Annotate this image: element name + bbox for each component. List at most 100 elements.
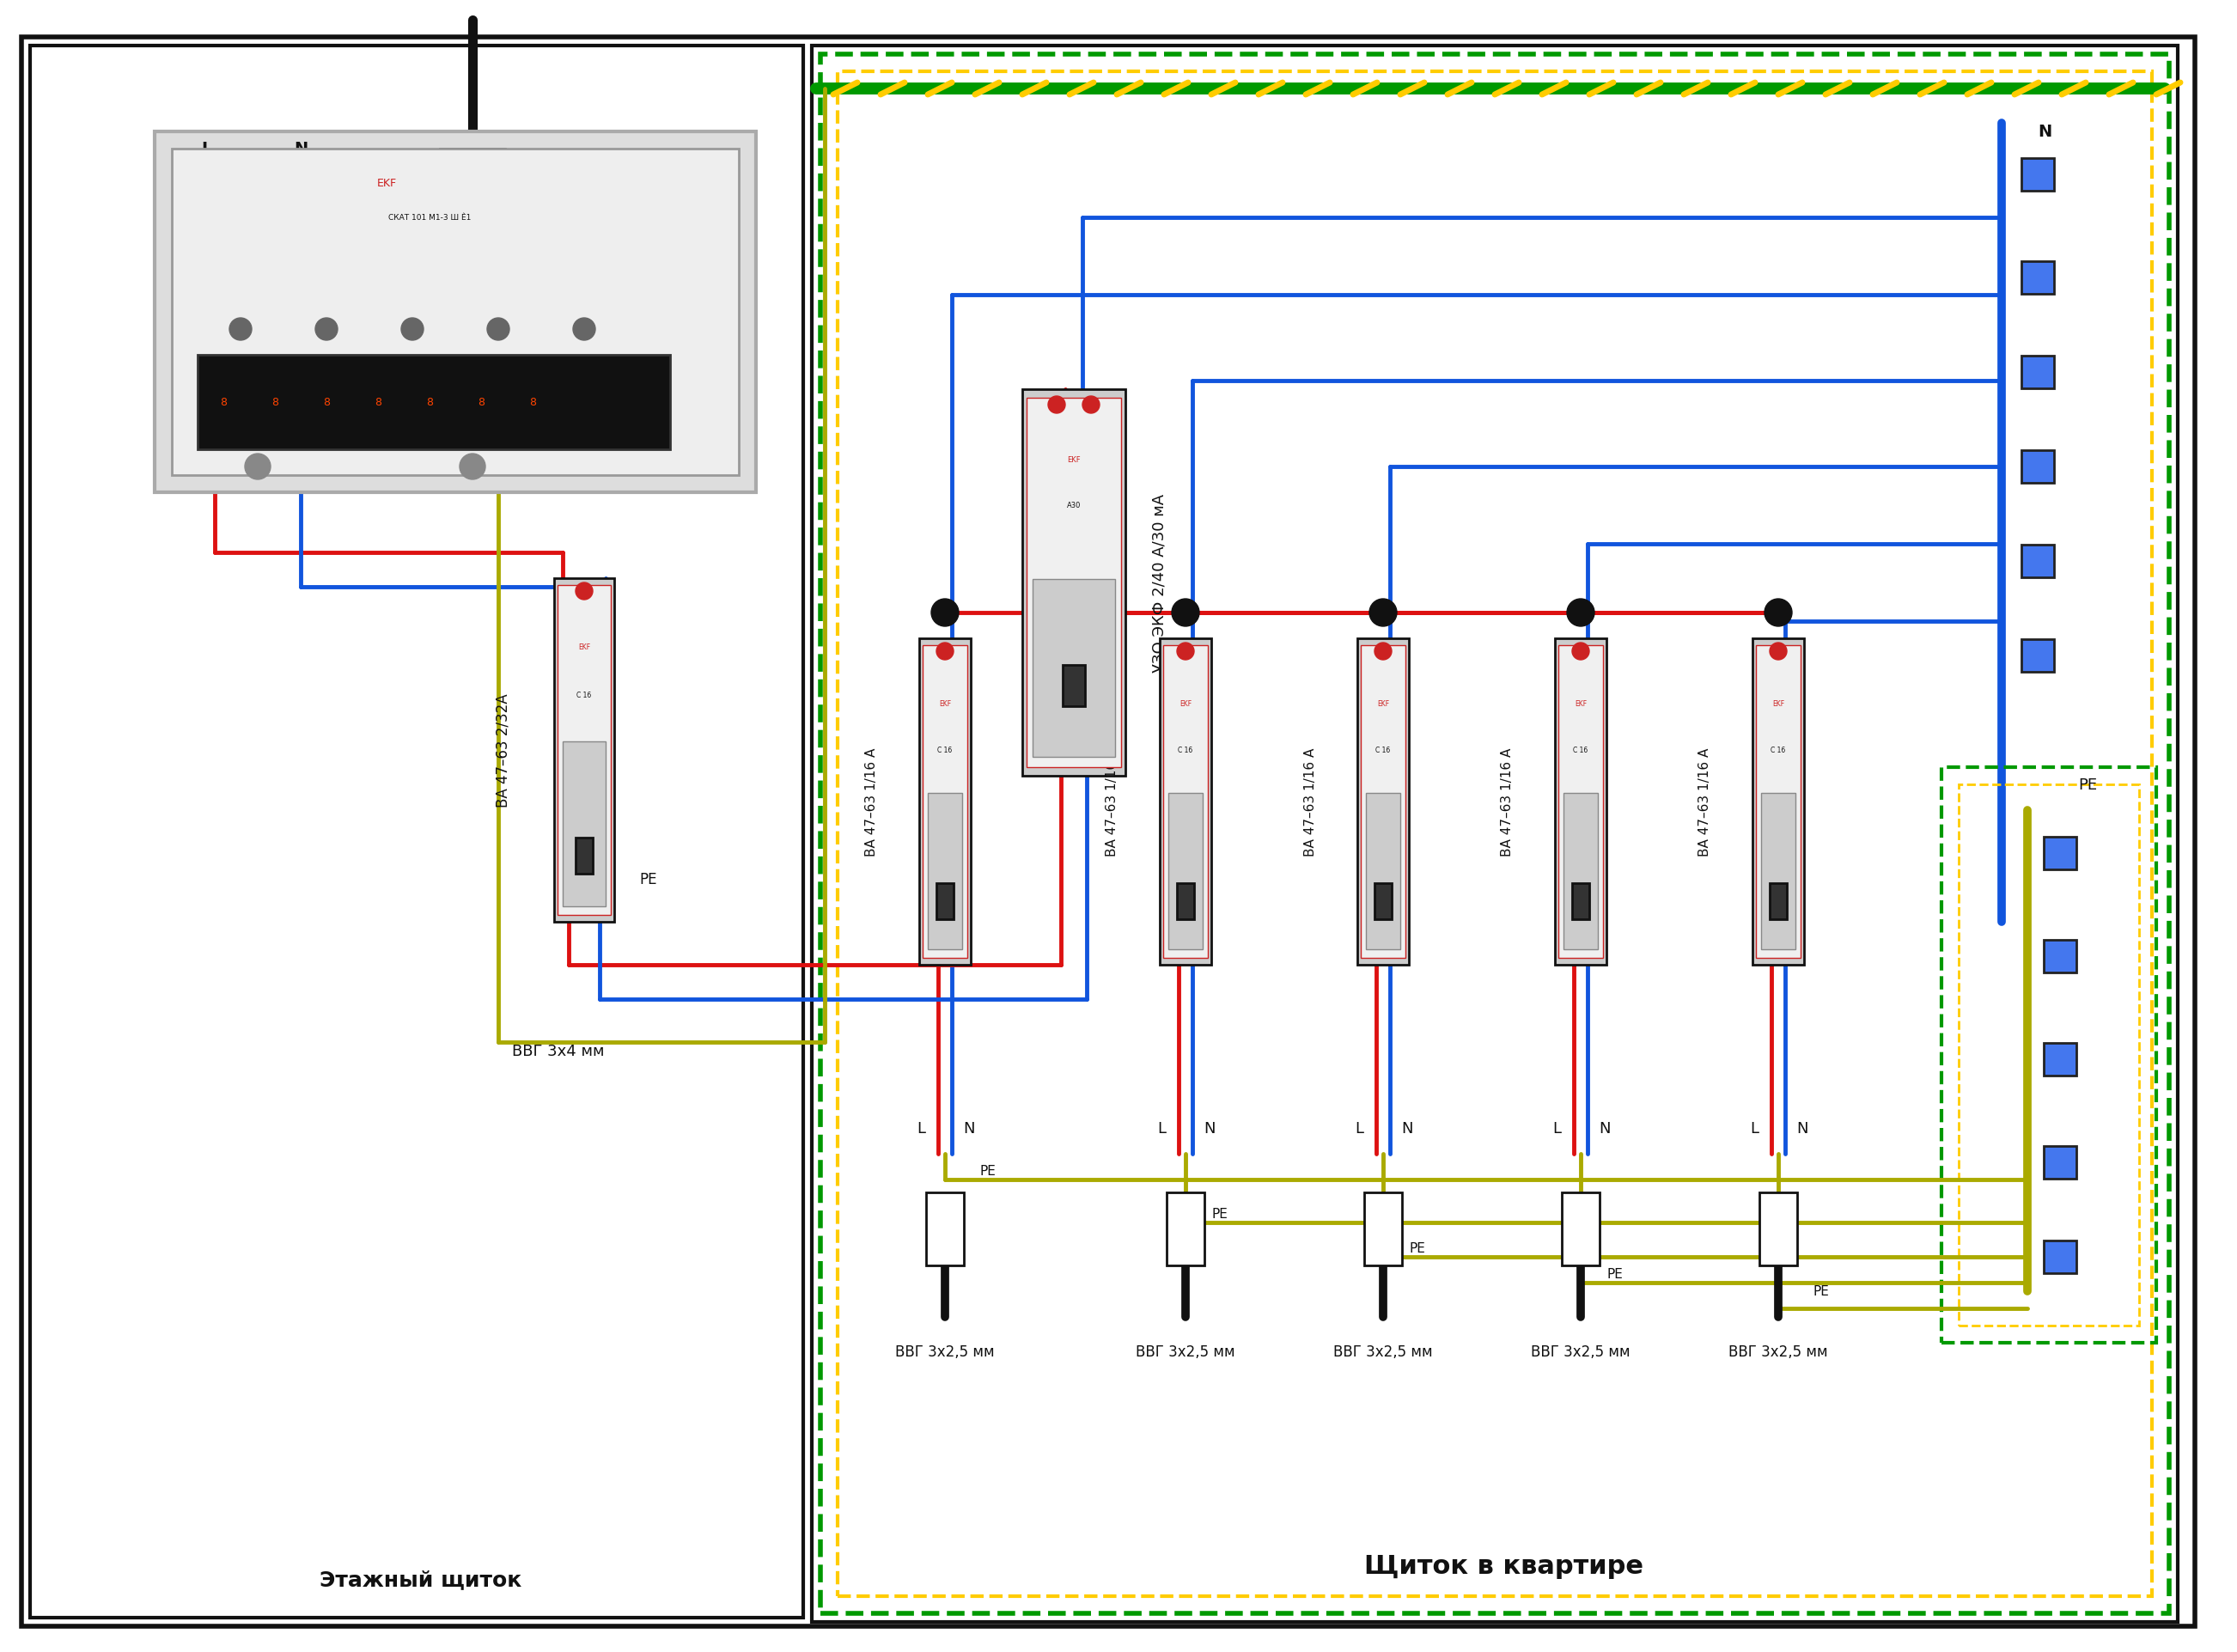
Bar bbox=[1027, 398, 1121, 768]
Text: N: N bbox=[1400, 1120, 1414, 1137]
Text: EKF: EKF bbox=[1575, 700, 1586, 709]
Bar bbox=[1168, 1193, 1204, 1265]
Circle shape bbox=[931, 600, 960, 626]
Text: PE: PE bbox=[980, 1165, 995, 1178]
Circle shape bbox=[1172, 600, 1199, 626]
Text: EKF: EKF bbox=[1067, 456, 1080, 463]
Text: EKF: EKF bbox=[1179, 700, 1192, 709]
Bar bbox=[1756, 646, 1801, 958]
Text: 8: 8 bbox=[322, 396, 329, 408]
Text: 8: 8 bbox=[479, 396, 485, 408]
Bar bbox=[2045, 1241, 2076, 1274]
Circle shape bbox=[937, 643, 953, 661]
Bar bbox=[1168, 793, 1204, 950]
Bar bbox=[919, 639, 971, 965]
Text: C 16: C 16 bbox=[1179, 747, 1192, 753]
Circle shape bbox=[244, 454, 271, 481]
Text: EKF: EKF bbox=[577, 644, 591, 651]
Bar bbox=[1769, 884, 1787, 920]
Text: EKF: EKF bbox=[1772, 700, 1785, 709]
Text: ВА 47–63 1/16 А: ВА 47–63 1/16 А bbox=[1105, 748, 1118, 856]
Bar bbox=[928, 793, 962, 950]
Bar bbox=[2022, 545, 2054, 578]
Bar bbox=[1374, 884, 1391, 920]
Bar bbox=[812, 46, 2179, 1622]
Text: 8: 8 bbox=[219, 396, 226, 408]
Text: L: L bbox=[1749, 1120, 1758, 1137]
Text: C 16: C 16 bbox=[1573, 747, 1588, 753]
Text: L: L bbox=[917, 1120, 926, 1137]
Bar bbox=[29, 46, 803, 1617]
Text: EKF: EKF bbox=[940, 700, 951, 709]
Circle shape bbox=[230, 319, 253, 340]
Bar bbox=[1177, 884, 1195, 920]
Bar bbox=[197, 355, 671, 449]
Text: PE: PE bbox=[640, 872, 658, 887]
Bar bbox=[2045, 940, 2076, 973]
Text: C 16: C 16 bbox=[1772, 747, 1785, 753]
Text: ВА 47–63 1/16 А: ВА 47–63 1/16 А bbox=[1304, 748, 1318, 856]
Bar bbox=[575, 838, 593, 874]
Circle shape bbox=[315, 319, 338, 340]
Bar bbox=[821, 55, 2170, 1614]
Text: N: N bbox=[1599, 1120, 1611, 1137]
Bar bbox=[1559, 646, 1604, 958]
Circle shape bbox=[1049, 396, 1065, 415]
Circle shape bbox=[488, 319, 510, 340]
Text: ВВГ 3х2,5 мм: ВВГ 3х2,5 мм bbox=[1333, 1343, 1432, 1360]
Bar bbox=[2045, 838, 2076, 871]
Text: ВВГ 3х2,5 мм: ВВГ 3х2,5 мм bbox=[895, 1343, 995, 1360]
Bar bbox=[154, 132, 756, 492]
Text: C 16: C 16 bbox=[937, 747, 953, 753]
Text: PE: PE bbox=[2078, 776, 2096, 793]
Bar bbox=[2045, 1042, 2076, 1075]
Text: N: N bbox=[1796, 1120, 1807, 1137]
Bar bbox=[1063, 666, 1085, 707]
Text: N: N bbox=[293, 140, 309, 157]
Text: N: N bbox=[2038, 124, 2051, 140]
Text: PE: PE bbox=[1409, 1242, 1425, 1256]
Text: 8: 8 bbox=[425, 396, 434, 408]
Text: 8: 8 bbox=[271, 396, 277, 408]
Circle shape bbox=[1765, 600, 1792, 626]
Bar bbox=[2022, 159, 2054, 192]
Text: C 16: C 16 bbox=[577, 692, 591, 699]
Bar bbox=[1752, 639, 1803, 965]
Circle shape bbox=[1566, 600, 1595, 626]
Bar bbox=[1573, 884, 1588, 920]
Text: ВА 47–63 1/16 А: ВА 47–63 1/16 А bbox=[1501, 748, 1514, 856]
Bar bbox=[1033, 580, 1114, 757]
Circle shape bbox=[1769, 643, 1787, 661]
Text: Щиток в квартире: Щиток в квартире bbox=[1365, 1553, 1642, 1579]
Text: ВА 47–63 1/16 А: ВА 47–63 1/16 А bbox=[866, 748, 879, 856]
Text: ВВГ 3х2,5 мм: ВВГ 3х2,5 мм bbox=[1136, 1343, 1235, 1360]
Bar bbox=[1022, 390, 1125, 776]
Bar bbox=[922, 646, 966, 958]
Bar bbox=[2022, 451, 2054, 484]
Text: 8: 8 bbox=[374, 396, 383, 408]
Circle shape bbox=[400, 319, 423, 340]
Text: УЗО ЭКФ 2/40 А/30 мА: УЗО ЭКФ 2/40 А/30 мА bbox=[1152, 494, 1168, 672]
Circle shape bbox=[1369, 600, 1396, 626]
Bar bbox=[1942, 768, 2156, 1343]
Text: ВВГ 3х4 мм: ВВГ 3х4 мм bbox=[512, 1042, 604, 1059]
Bar bbox=[1564, 793, 1597, 950]
Bar bbox=[172, 149, 738, 476]
Bar bbox=[1758, 1193, 1796, 1265]
Bar bbox=[1761, 793, 1796, 950]
Bar bbox=[2022, 639, 2054, 672]
Bar bbox=[2022, 357, 2054, 388]
Circle shape bbox=[1374, 643, 1391, 661]
Bar bbox=[1360, 646, 1405, 958]
Circle shape bbox=[1060, 600, 1087, 626]
Bar bbox=[1960, 785, 2139, 1325]
Bar bbox=[555, 578, 615, 922]
Bar bbox=[441, 149, 506, 218]
Text: ВВГ 3х2,5 мм: ВВГ 3х2,5 мм bbox=[1729, 1343, 1828, 1360]
Bar bbox=[837, 73, 2152, 1596]
Text: PE: PE bbox=[1212, 1208, 1228, 1221]
Text: EKF: EKF bbox=[1378, 700, 1389, 709]
Bar bbox=[1159, 639, 1210, 965]
Bar bbox=[1358, 639, 1409, 965]
Text: ВА 47–63 1/16 А: ВА 47–63 1/16 А bbox=[1698, 748, 1711, 856]
